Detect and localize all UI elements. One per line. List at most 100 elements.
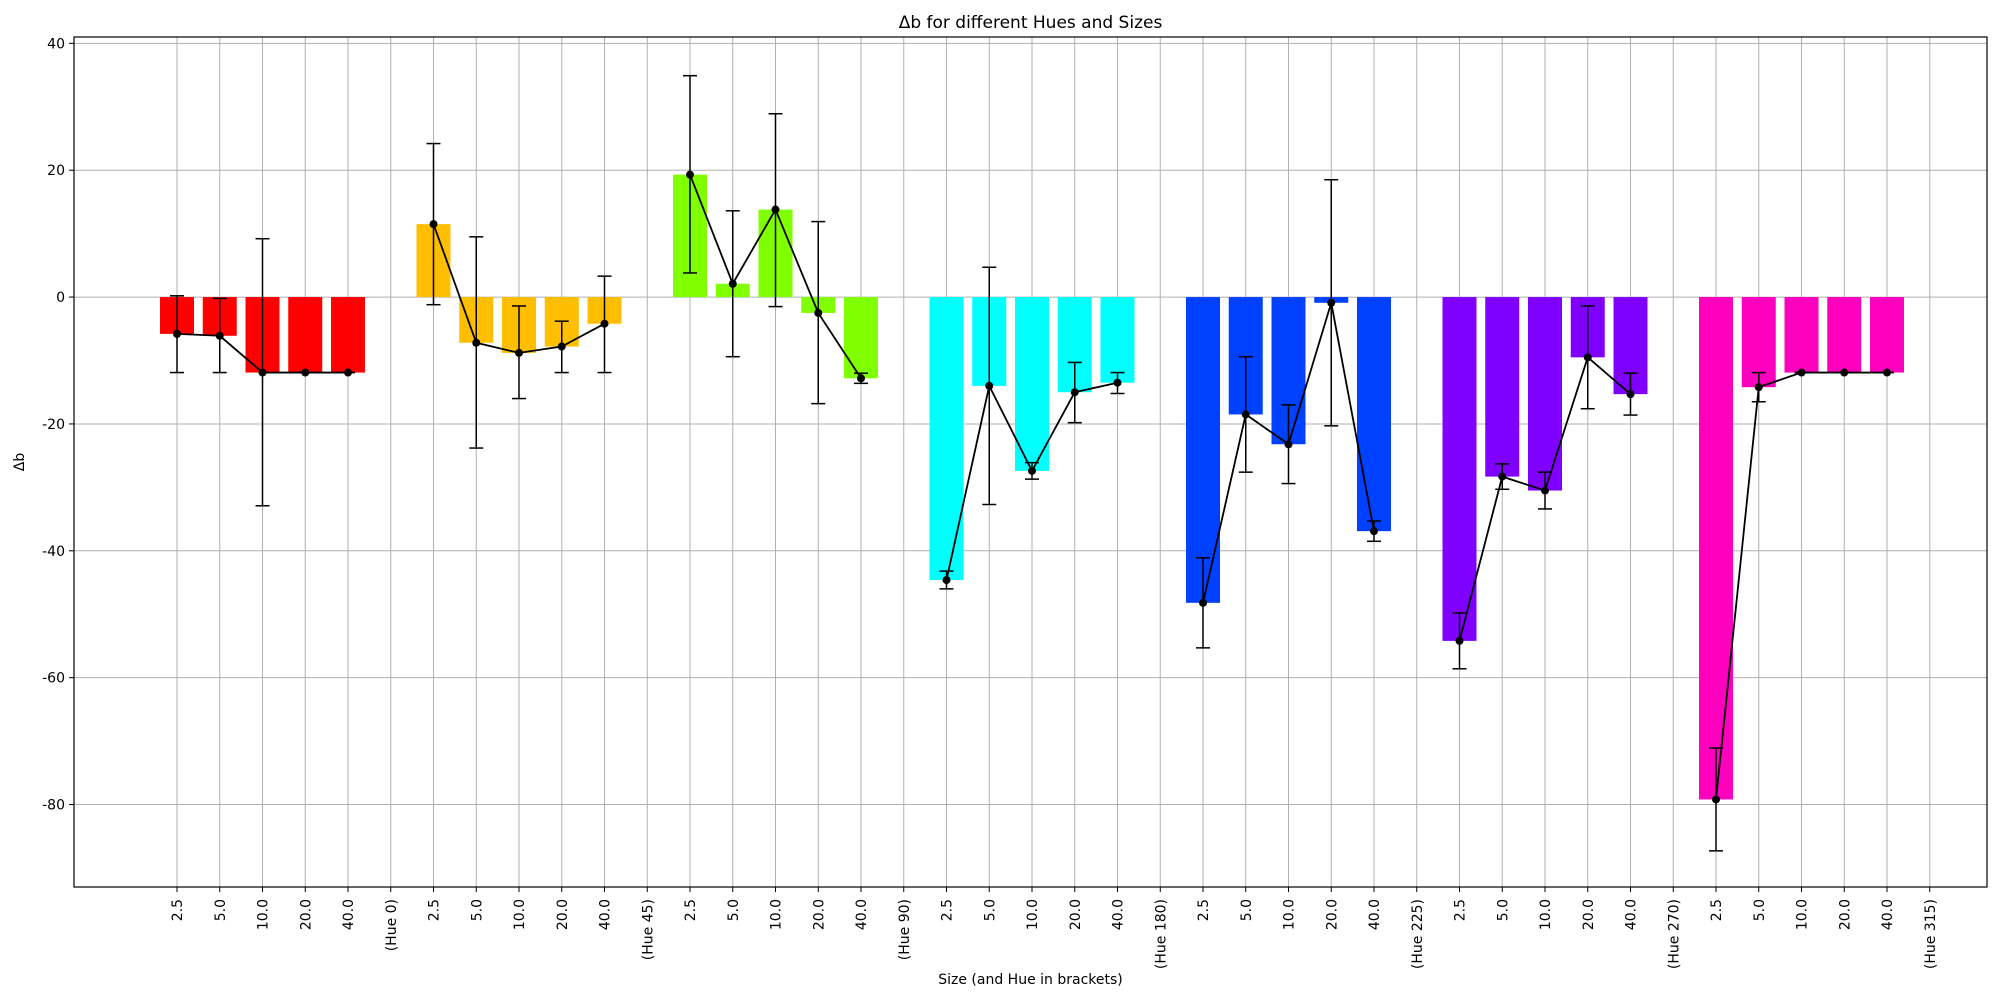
y-tick-label: -60 — [42, 671, 65, 687]
mean-point — [1241, 410, 1250, 419]
x-tick-label-size: 20.0 — [1837, 899, 1853, 930]
bar — [844, 297, 878, 379]
mean-point — [344, 368, 352, 377]
y-tick-label: -80 — [42, 798, 65, 814]
mean-point — [771, 205, 780, 214]
x-tick-label-size: 5.0 — [1239, 899, 1255, 921]
mean-points — [173, 170, 1891, 804]
x-tick-label-size: 5.0 — [469, 899, 485, 921]
x-tick-label-size: 20.0 — [555, 899, 571, 930]
mean-point — [173, 329, 181, 338]
chart-title: Δb for different Hues and Sizes — [899, 13, 1163, 33]
y-tick-label: 0 — [56, 290, 65, 306]
mean-point — [429, 220, 438, 229]
mean-point — [1370, 527, 1378, 536]
x-tick-label-size: 5.0 — [1495, 899, 1511, 921]
mean-point — [1455, 636, 1464, 645]
x-tick-label-size: 10.0 — [1282, 899, 1298, 930]
x-tick-label-size: 10.0 — [512, 899, 528, 930]
y-tick-label: -20 — [42, 417, 65, 433]
mean-point — [557, 342, 566, 351]
bar — [1015, 297, 1049, 471]
x-tick-label-size: 5.0 — [982, 899, 998, 921]
mean-point — [1840, 368, 1849, 377]
x-tick-label-hue: (Hue 0) — [384, 899, 400, 951]
bar — [1357, 297, 1391, 532]
x-tick-label-size: 10.0 — [1795, 899, 1811, 930]
y-tick-label: -40 — [42, 544, 65, 560]
mean-point — [301, 368, 310, 377]
x-tick-label-hue: (Hue 225) — [1410, 899, 1426, 969]
mean-point — [1327, 298, 1336, 307]
y-tick-label: 40 — [47, 36, 65, 52]
x-tick-label-hue: (Hue 180) — [1153, 899, 1169, 969]
x-tick-label-size: 40.0 — [1880, 899, 1896, 930]
x-ticks: 2.5 5.0 10.0 20.0 40.0 (Hue 0) 2.5 5.0 10.0 20.0 4… — [170, 887, 1939, 969]
x-axis-label: Size (and Hue in brackets) — [938, 972, 1123, 988]
mean-point — [1797, 368, 1806, 377]
x-tick-label-size: 2.5 — [1709, 899, 1725, 921]
x-tick-label-size: 2.5 — [1196, 899, 1212, 921]
bar — [1827, 297, 1862, 373]
x-tick-label-size: 2.5 — [683, 899, 699, 921]
x-tick-label-size: 20.0 — [811, 899, 827, 930]
x-tick-label-size: 40.0 — [854, 899, 870, 930]
x-tick-label-size: 2.5 — [427, 899, 443, 921]
mean-point — [1070, 388, 1079, 397]
mean-point — [1583, 353, 1592, 362]
mean-point — [1498, 472, 1507, 481]
mean-point — [814, 308, 823, 317]
mean-point — [942, 575, 951, 584]
bar — [1784, 297, 1819, 373]
y-axis-label: Δb — [12, 453, 28, 472]
x-tick-label-size: 10.0 — [769, 899, 785, 930]
bar — [1528, 297, 1562, 491]
x-tick-label-size: 40.0 — [1624, 899, 1640, 930]
mean-point — [1113, 378, 1122, 387]
mean-point — [728, 279, 737, 288]
mean-point — [1754, 383, 1763, 392]
x-tick-label-hue: (Hue 45) — [640, 899, 656, 960]
mean-point — [600, 319, 609, 328]
x-tick-label-size: 2.5 — [940, 899, 956, 921]
bar — [1442, 297, 1477, 641]
mean-point — [1626, 390, 1635, 399]
mean-point — [686, 170, 694, 179]
y-ticks: 40 20 0 -20 -40 -60 -80 — [42, 36, 74, 814]
mean-point — [472, 338, 481, 347]
mean-point — [857, 374, 865, 383]
bar — [1699, 297, 1733, 800]
mean-point — [1028, 466, 1036, 475]
x-tick-label-size: 20.0 — [1068, 899, 1084, 930]
mean-point — [515, 348, 523, 357]
mean-point — [1712, 795, 1720, 804]
mean-point — [215, 331, 224, 340]
mean-point — [258, 368, 267, 377]
mean-point — [1199, 598, 1207, 607]
x-tick-label-size: 5.0 — [213, 899, 229, 921]
bar — [1100, 297, 1135, 383]
x-tick-label-hue: (Hue 90) — [897, 899, 913, 960]
x-tick-label-size: 40.0 — [1367, 899, 1383, 930]
y-tick-label: 20 — [47, 163, 65, 179]
bar — [331, 297, 365, 373]
bar — [1870, 297, 1904, 373]
mean-point — [1541, 486, 1549, 495]
mean-point — [1284, 440, 1293, 449]
x-tick-label-size: 20.0 — [1324, 899, 1340, 930]
x-tick-label-size: 5.0 — [1752, 899, 1768, 921]
mean-point — [985, 381, 994, 390]
bar — [1186, 297, 1220, 603]
x-tick-label-size: 10.0 — [1538, 899, 1554, 930]
grid-lines — [74, 37, 1987, 887]
mean-point — [1883, 368, 1891, 377]
x-tick-label-size: 20.0 — [1581, 899, 1597, 930]
bar — [929, 297, 964, 580]
x-tick-label-size: 2.5 — [1453, 899, 1469, 921]
x-tick-label-size: 10.0 — [256, 899, 272, 930]
bar — [288, 297, 323, 373]
x-tick-label-size: 10.0 — [1025, 899, 1041, 930]
x-tick-label-size: 2.5 — [170, 899, 186, 921]
bar — [1485, 297, 1520, 477]
